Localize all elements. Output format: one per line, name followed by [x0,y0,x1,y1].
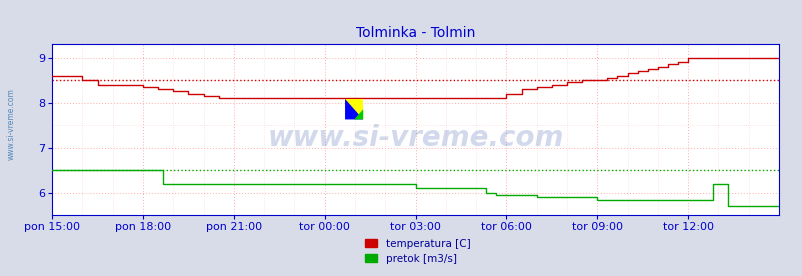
Legend: temperatura [C], pretok [m3/s]: temperatura [C], pretok [m3/s] [360,235,474,268]
FancyBboxPatch shape [345,99,363,120]
Text: www.si-vreme.com: www.si-vreme.com [267,124,563,152]
Text: www.si-vreme.com: www.si-vreme.com [6,88,15,160]
Title: Tolminka - Tolmin: Tolminka - Tolmin [355,26,475,40]
Polygon shape [345,99,363,120]
Polygon shape [354,109,363,120]
